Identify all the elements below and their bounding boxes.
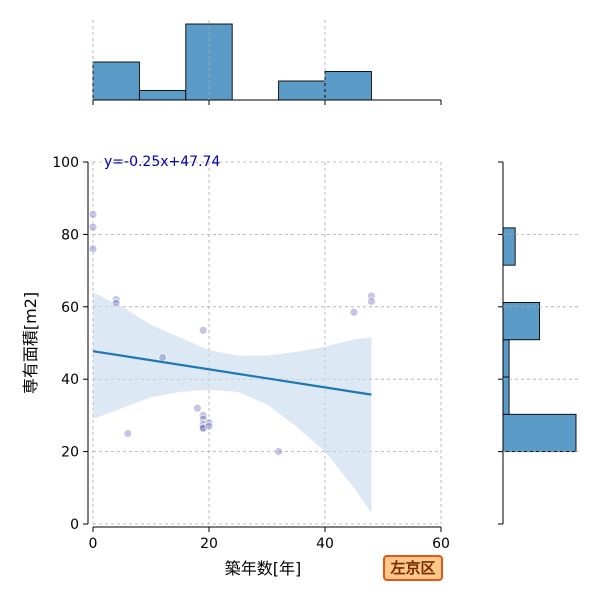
- y-tick-label: 100: [52, 155, 79, 171]
- x-histogram-bar: [92, 61, 140, 101]
- data-point: [158, 353, 168, 362]
- data-point: [274, 447, 284, 457]
- x-marginal-histogram: [92, 23, 442, 105]
- data-point: [192, 403, 202, 413]
- y-histogram-bar: [502, 376, 510, 415]
- y-histogram-bar: [502, 339, 510, 378]
- x-histogram-bar: [138, 90, 187, 101]
- x-histogram-bar: [324, 71, 372, 101]
- y-histogram-bar: [502, 302, 540, 341]
- y-histogram-bar: [502, 227, 516, 266]
- confidence-band-area: [93, 292, 372, 514]
- x-tick-label: 20: [200, 536, 218, 552]
- x-axis-label: 築年数[年]: [225, 559, 302, 578]
- x-tick-label: 60: [432, 536, 450, 552]
- regression-line-group: [92, 350, 372, 396]
- data-point: [111, 298, 121, 308]
- data-point: [123, 429, 133, 438]
- y-tick-label: 40: [61, 372, 79, 388]
- data-point: [349, 307, 359, 317]
- data-point: [204, 421, 214, 431]
- y-tick-label: 60: [61, 300, 79, 316]
- y-axis-label: 専有面積[m2]: [21, 292, 40, 394]
- data-point: [198, 325, 208, 335]
- y-histogram-bar: [502, 413, 577, 453]
- x-tick-label: 0: [89, 536, 98, 552]
- regression-line: [92, 350, 372, 396]
- x-histogram-bar: [278, 80, 326, 101]
- y-tick-label: 80: [61, 227, 79, 243]
- data-point: [366, 296, 376, 306]
- data-point: [88, 222, 98, 232]
- regression-equation: y=-0.25x+47.74: [104, 154, 220, 170]
- axes: 0 20 40 60 0 20 40 60 80 100: [52, 155, 450, 552]
- data-point: [88, 210, 98, 219]
- data-point: [88, 244, 98, 254]
- x-tick-label: 40: [316, 536, 334, 552]
- confidence-band: [93, 292, 372, 514]
- ward-badge: 左京区: [383, 555, 443, 581]
- y-tick-label: 0: [70, 517, 79, 533]
- y-tick-label: 20: [61, 445, 79, 461]
- scatter-points: [88, 210, 376, 457]
- y-marginal-histogram: [498, 161, 577, 525]
